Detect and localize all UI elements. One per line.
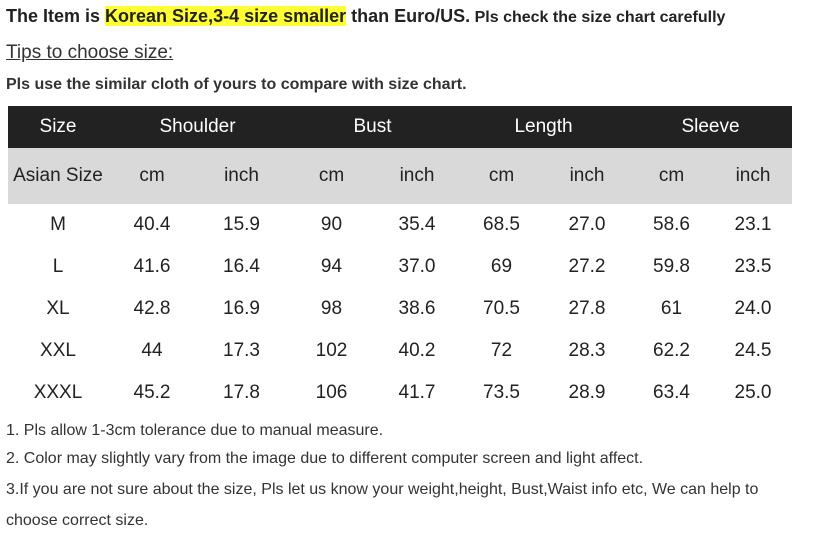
table-cell: XXL xyxy=(40,340,76,361)
table-cell: 28.3 xyxy=(568,340,606,361)
table-cell: 24.5 xyxy=(734,340,772,361)
instruction: Pls use the similar cloth of yours to co… xyxy=(6,76,467,93)
table-cell: 41.6 xyxy=(133,256,171,277)
table-cell: 44 xyxy=(141,340,163,361)
table-cell: 28.9 xyxy=(568,382,606,403)
table-cell: 41.7 xyxy=(398,382,436,403)
table-cell: 35.4 xyxy=(398,214,436,235)
table-cell: 27.0 xyxy=(568,214,606,235)
header-cell: Size xyxy=(8,106,108,148)
table-cell: 98 xyxy=(320,298,343,319)
table-cell: 23.1 xyxy=(734,214,772,235)
table-cell: 27.8 xyxy=(568,298,606,319)
header-cell: Shoulder xyxy=(108,106,287,148)
header-cell: Sleeve xyxy=(629,106,793,148)
table-cell: 27.2 xyxy=(568,256,606,277)
table-cell: 94 xyxy=(320,256,343,277)
table-cell: XXXL xyxy=(33,382,83,403)
table-row: XXXL 45.2 17.8 106 41.7 73.5 28.9 63.4 25.0 xyxy=(8,372,792,414)
table-cell: 15.9 xyxy=(223,214,260,235)
table-cell: 16.4 xyxy=(223,256,260,277)
table-cell: 17.8 xyxy=(223,382,260,403)
table-row: XXL 44 17.3 102 40.2 72 28.3 62.2 24.5 xyxy=(8,330,792,372)
table-cell: 106 xyxy=(315,382,348,403)
subheader-cell: cm xyxy=(458,148,545,204)
table-cell: M xyxy=(50,214,66,235)
headline-text: than Euro/US. xyxy=(346,6,471,26)
header-cell: Length xyxy=(458,106,629,148)
tips: Tips to choose size: xyxy=(6,42,174,63)
table-cell: 40.4 xyxy=(133,214,171,235)
table-cell: 24.0 xyxy=(734,298,772,319)
table-cell: 42.8 xyxy=(133,298,171,319)
table-cell: 61 xyxy=(660,298,683,319)
table-cell: 62.2 xyxy=(653,340,690,361)
table-cell: L xyxy=(52,256,64,277)
table-cell: 69 xyxy=(490,256,513,277)
subheader-cell: inch xyxy=(545,148,629,204)
table-cell: 58.6 xyxy=(653,214,690,235)
subheader-cell: cm xyxy=(108,148,196,204)
table-cell: 73.5 xyxy=(483,382,520,403)
table-cell: XL xyxy=(46,298,70,319)
subheader-cell: cm xyxy=(629,148,714,204)
table-cell: 63.4 xyxy=(653,382,690,403)
table-cell: 17.3 xyxy=(223,340,260,361)
table-cell: 70.5 xyxy=(483,298,520,319)
note: 2. Color may slightly vary from the imag… xyxy=(6,450,644,467)
table-cell: 68.5 xyxy=(483,214,520,235)
headline-text: Pls check the size chart carefully xyxy=(470,9,726,26)
header-row: Size Shoulder Bust Length Sleeve xyxy=(8,106,793,148)
table-cell: 38.6 xyxy=(398,298,436,319)
table-row: XL 42.8 16.9 98 38.6 70.5 27.8 61 24.0 xyxy=(8,288,792,330)
table-cell: 102 xyxy=(315,340,348,361)
subheader-cell: Asian Size xyxy=(8,148,108,204)
subheader-row: Asian Size cm inch cm inch cm inch cm inch xyxy=(8,148,793,204)
headline: The Item is Korean Size,3-4 size smaller… xyxy=(6,6,725,27)
subheader-cell: inch xyxy=(714,148,793,204)
notes: 1. Pls allow 1-3cm tolerance due to manu… xyxy=(6,419,806,536)
table-row: M 40.4 15.9 90 35.4 68.5 27.0 58.6 23.1 xyxy=(8,204,792,246)
table-cell: 16.9 xyxy=(223,298,260,319)
table-cell: 72 xyxy=(490,340,513,361)
subheader-cell: inch xyxy=(196,148,287,204)
size-table: Size Shoulder Bust Length Sleeve Asian Size cm… xyxy=(8,106,793,414)
table-cell: 25.0 xyxy=(734,382,772,403)
table-cell: 59.8 xyxy=(653,256,690,277)
table-row: L 41.6 16.4 94 37.0 69 27.2 59.8 23.5 xyxy=(8,246,792,288)
table-cell: 37.0 xyxy=(398,256,436,277)
note: 1. Pls allow 1-3cm tolerance due to manu… xyxy=(6,422,384,439)
header-cell: Bust xyxy=(287,106,458,148)
table-cell: 45.2 xyxy=(133,382,171,403)
note: 3.If you are not sure about the size, Pl… xyxy=(6,481,759,529)
subheader-cell: inch xyxy=(376,148,458,204)
subheader-cell: cm xyxy=(287,148,376,204)
table-cell: 90 xyxy=(320,214,343,235)
table-cell: 23.5 xyxy=(734,256,772,277)
table-cell: 40.2 xyxy=(398,340,436,361)
highlight-text: Korean Size,3-4 size smaller xyxy=(105,6,347,26)
headline-text: The Item is xyxy=(6,6,106,26)
